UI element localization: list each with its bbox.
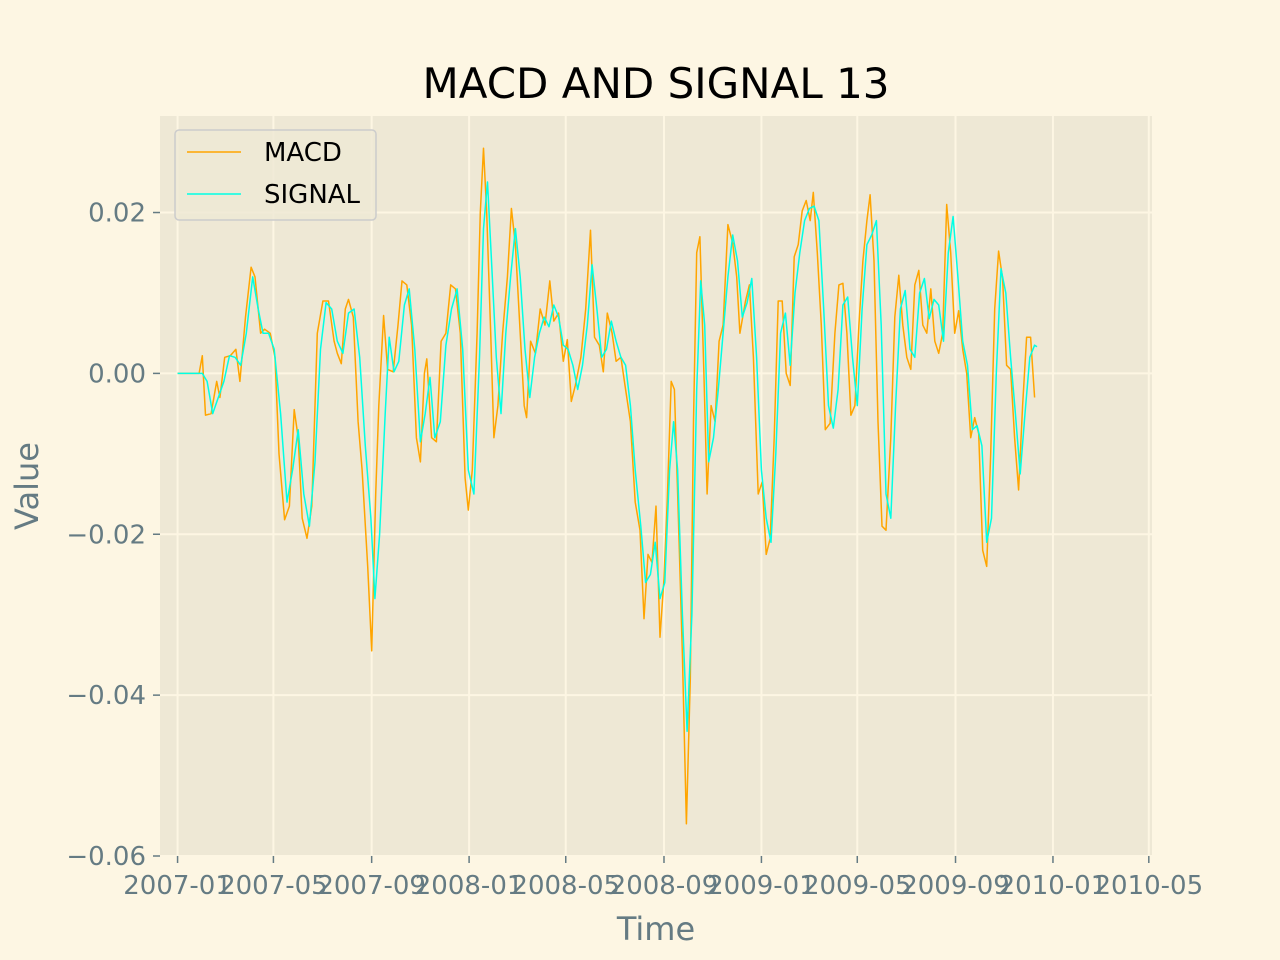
legend: MACD SIGNAL bbox=[174, 129, 377, 221]
axes: 2007-012007-052007-092008-012008-052008-… bbox=[66, 199, 1203, 901]
y-tick-label: −0.04 bbox=[66, 681, 146, 711]
series-line-macd bbox=[177, 147, 1036, 825]
legend-macd-label: MACD bbox=[264, 138, 342, 168]
plot-area bbox=[160, 116, 1152, 856]
x-tick-label: 2008-01 bbox=[415, 871, 524, 901]
x-tick-label: 2010-05 bbox=[1094, 871, 1203, 901]
chart-title: MACD AND SIGNAL 13 bbox=[422, 59, 889, 108]
x-tick-label: 2007-09 bbox=[317, 871, 426, 901]
x-tick-label: 2008-05 bbox=[511, 871, 620, 901]
series-layer bbox=[177, 147, 1038, 825]
y-tick-label: 0.02 bbox=[88, 199, 146, 229]
y-tick-label: −0.06 bbox=[66, 842, 146, 872]
y-tick-label: 0.00 bbox=[88, 359, 146, 389]
x-tick-label: 2009-09 bbox=[901, 871, 1010, 901]
x-tick-label: 2010-01 bbox=[999, 871, 1108, 901]
y-tick-label: −0.02 bbox=[66, 520, 146, 550]
x-axis-label: Time bbox=[616, 910, 695, 948]
series-line-signal bbox=[177, 181, 1038, 733]
y-axis-label: Value bbox=[8, 442, 46, 530]
x-tick-label: 2007-05 bbox=[219, 871, 328, 901]
x-tick-label: 2009-05 bbox=[803, 871, 912, 901]
x-tick-label: 2008-09 bbox=[610, 871, 719, 901]
legend-signal-label: SIGNAL bbox=[264, 180, 361, 210]
x-tick-label: 2007-01 bbox=[123, 871, 232, 901]
x-tick-label: 2009-01 bbox=[707, 871, 816, 901]
